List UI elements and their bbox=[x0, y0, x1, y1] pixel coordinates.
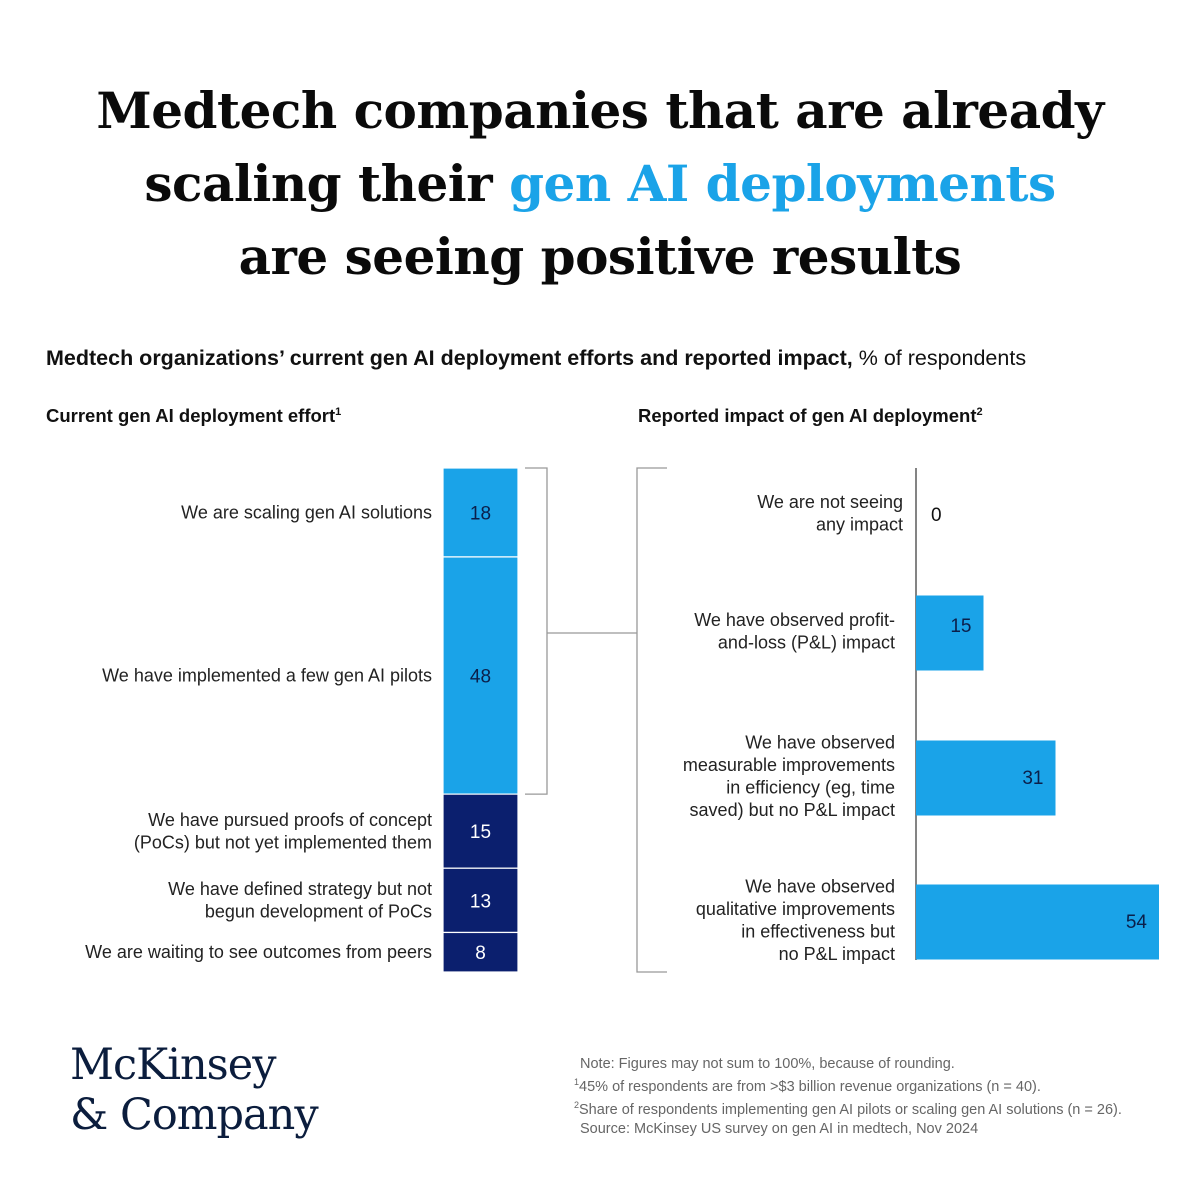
headline-highlight: gen AI deployments bbox=[509, 154, 1056, 213]
stacked-bar-segment-4 bbox=[442, 867, 519, 934]
right-panel-title: Reported impact of gen AI deployment2 bbox=[638, 405, 983, 427]
stacked-bar-value-2: 48 bbox=[470, 667, 491, 688]
headline-line-2: scaling their gen AI deployments bbox=[0, 147, 1200, 220]
impact-bar-label-1: We are not seeing any impact bbox=[757, 492, 903, 535]
subtitle-main: Medtech organizations’ current gen AI de… bbox=[46, 346, 853, 370]
stacked-bar-value-3: 15 bbox=[470, 822, 491, 843]
chart-subtitle: Medtech organizations’ current gen AI de… bbox=[46, 346, 1026, 371]
headline: Medtech companies that are already scali… bbox=[0, 74, 1200, 293]
stacked-bar-segment-5 bbox=[442, 931, 519, 973]
stacked-bar-value-4: 13 bbox=[470, 891, 491, 912]
impact-bar-3 bbox=[916, 740, 1056, 816]
stacked-bar-label-4: We have defined strategy but not begun de… bbox=[168, 879, 432, 922]
left-bracket bbox=[525, 467, 548, 795]
left-panel-title: Current gen AI deployment effort1 bbox=[46, 405, 341, 427]
headline-line-3: are seeing positive results bbox=[238, 227, 962, 286]
footnote-1-text: 45% of respondents are from >$3 billion … bbox=[579, 1079, 1041, 1096]
right-bracket bbox=[636, 467, 667, 973]
footnote-2-mark: 2 bbox=[574, 1100, 580, 1111]
right-panel-title-footnote: 2 bbox=[976, 405, 983, 418]
left-panel-title-footnote: 1 bbox=[335, 405, 342, 418]
footnote-1: 145% of respondents are from >$3 billion… bbox=[574, 1073, 1122, 1096]
impact-bar-value-4: 54 bbox=[1126, 912, 1148, 933]
logo-line-2: & Company bbox=[70, 1090, 319, 1140]
impact-bar-2 bbox=[916, 595, 984, 671]
note-rounding: Note: Figures may not sum to 100%, becau… bbox=[580, 1056, 955, 1072]
source-note: Source: McKinsey US survey on gen AI in … bbox=[580, 1120, 979, 1137]
mckinsey-logo: McKinsey & Company bbox=[70, 1040, 319, 1140]
impact-bar-label-2: We have observed profit-and-loss (P&L) i… bbox=[694, 610, 895, 653]
impact-bar-value-2: 15 bbox=[950, 616, 971, 637]
left-panel-title-text: Current gen AI deployment effort bbox=[46, 405, 336, 426]
headline-line-2-pre: scaling their bbox=[144, 154, 510, 213]
stacked-bar-value-5: 8 bbox=[475, 943, 486, 964]
footnote-1-mark: 1 bbox=[574, 1077, 580, 1088]
footnote-2-text: Share of respondents implementing gen AI… bbox=[579, 1102, 1122, 1119]
headline-line-1: Medtech companies that are already bbox=[96, 81, 1104, 140]
stacked-bar-label-3: We have pursued proofs of concept (PoCs) … bbox=[134, 810, 432, 853]
subtitle-unit: % of respondents bbox=[852, 346, 1027, 370]
stacked-bar-segment-3 bbox=[442, 793, 519, 869]
impact-bar-value-1: 0 bbox=[931, 505, 942, 526]
logo-line-1: McKinsey bbox=[70, 1040, 276, 1090]
stacked-bar-label-2: We have implemented a few gen AI pilots bbox=[102, 666, 432, 686]
impact-bar-value-3: 31 bbox=[1022, 768, 1043, 789]
footnotes: Note: Figures may not sum to 100%, becau… bbox=[574, 1055, 1122, 1138]
stacked-bar-value-1: 18 bbox=[470, 503, 491, 524]
stacked-bar-label-5: We are waiting to see outcomes from peer… bbox=[85, 942, 432, 962]
impact-bar-label-4: We have observed qualitative improvements… bbox=[696, 876, 895, 964]
impact-bar-4 bbox=[916, 884, 1159, 960]
right-panel-title-text: Reported impact of gen AI deployment bbox=[638, 405, 977, 426]
stacked-bar-label-1: We are scaling gen AI solutions bbox=[181, 502, 432, 522]
impact-bar-label-3: We have observed measurable improvements i… bbox=[683, 732, 895, 820]
footnote-2: 2Share of respondents implementing gen A… bbox=[574, 1096, 1122, 1119]
